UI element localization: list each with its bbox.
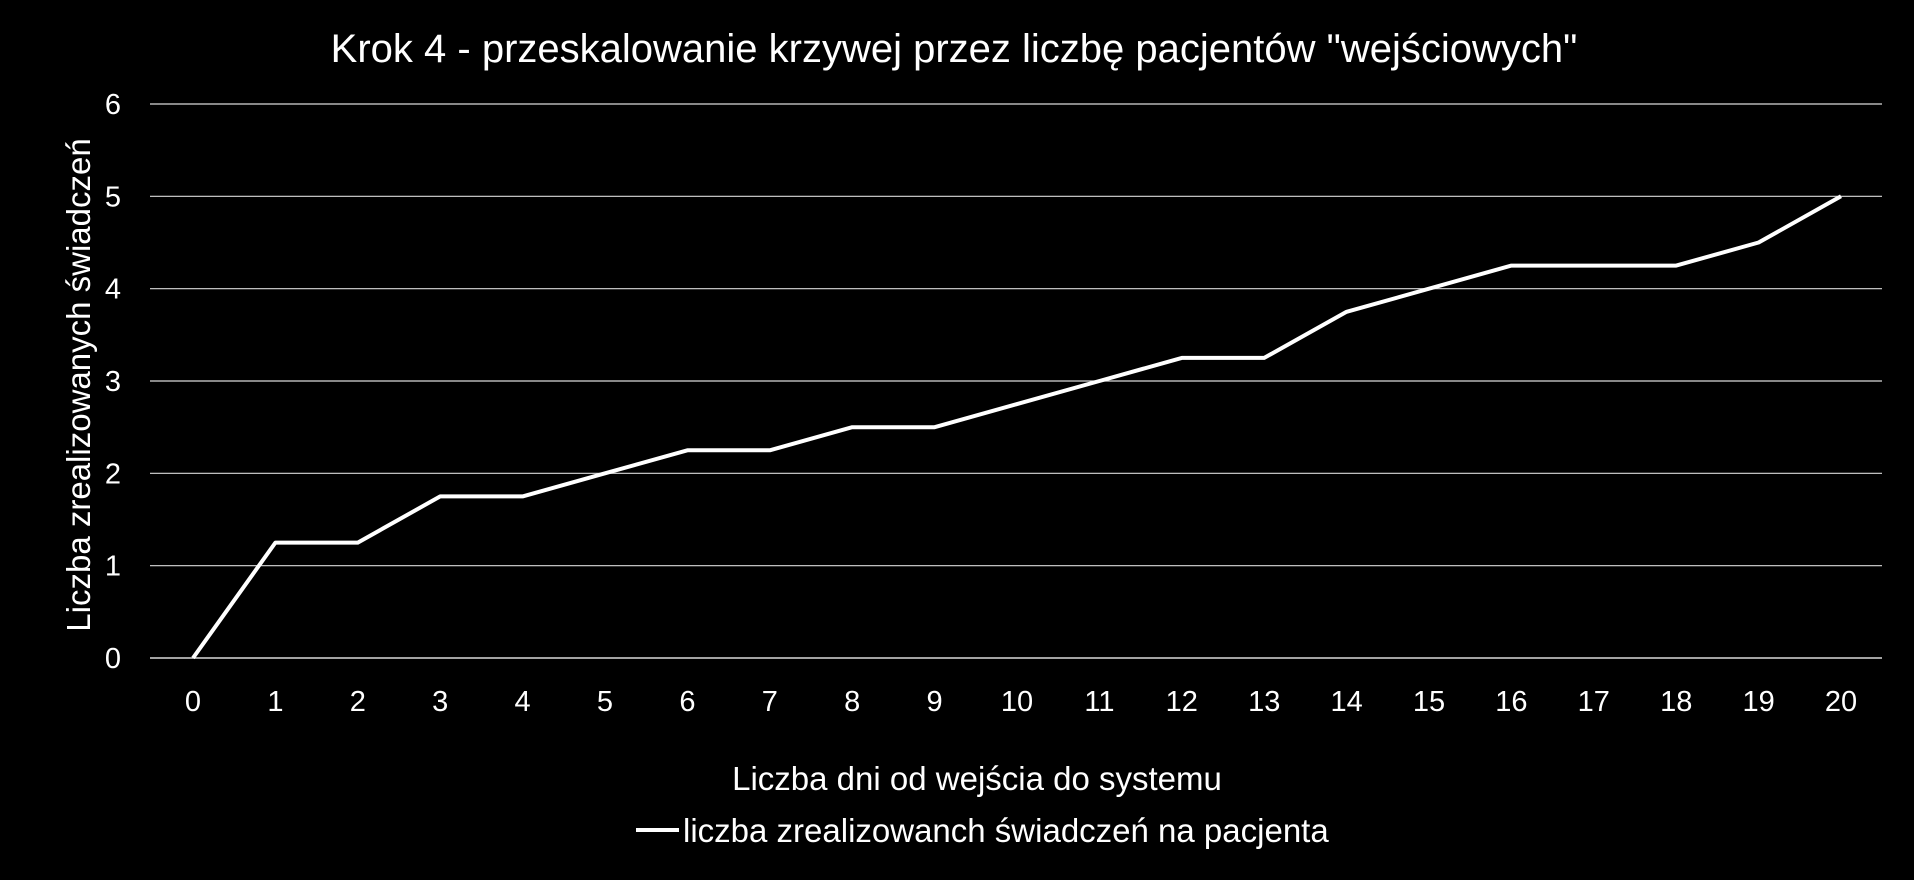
- y-axis-label: Liczba zrealizowanych świadczeń: [60, 138, 97, 631]
- x-tick-label: 2: [350, 686, 366, 718]
- x-tick-label: 12: [1166, 686, 1198, 718]
- x-tick-label: 1: [267, 686, 283, 718]
- x-tick-label: 19: [1742, 686, 1774, 718]
- y-tick-label: 1: [105, 551, 121, 583]
- y-tick-label: 6: [105, 89, 121, 121]
- x-tick-label: 6: [679, 686, 695, 718]
- y-tick-label: 4: [105, 274, 121, 306]
- x-tick-label: 16: [1495, 686, 1527, 718]
- x-tick-label: 17: [1578, 686, 1610, 718]
- legend: liczba zrealizowanch świadczeń na pacjen…: [636, 812, 1329, 849]
- legend-label: liczba zrealizowanch świadczeń na pacjen…: [683, 812, 1329, 849]
- x-tick-label: 4: [515, 686, 531, 718]
- x-axis-label: Liczba dni od wejścia do systemu: [732, 760, 1222, 797]
- x-tick-label: 15: [1413, 686, 1445, 718]
- x-tick-label: 0: [185, 686, 201, 718]
- x-tick-label: 13: [1248, 686, 1280, 718]
- y-tick-label: 3: [105, 366, 121, 398]
- chart-title: Krok 4 - przeskalowanie krzywej przez li…: [331, 27, 1578, 71]
- x-tick-label: 18: [1660, 686, 1692, 718]
- x-tick-label: 7: [762, 686, 778, 718]
- x-tick-label: 8: [844, 686, 860, 718]
- x-tick-label: 10: [1001, 686, 1033, 718]
- series-line: [191, 194, 1842, 660]
- gridlines: [150, 103, 1882, 659]
- series-group: [191, 194, 1842, 660]
- x-axis-ticks: 0 1 2 3 4 5 6 7 8 9 10 11 12 13 14 15 16 17 18 19 20: [185, 686, 1857, 718]
- x-tick-label: 5: [597, 686, 613, 718]
- x-tick-label: 20: [1825, 686, 1857, 718]
- y-tick-label: 0: [105, 643, 121, 675]
- x-tick-label: 14: [1330, 686, 1362, 718]
- y-axis-ticks: 0 1 2 3 4 5 6: [105, 89, 121, 675]
- x-tick-label: 3: [432, 686, 448, 718]
- y-tick-label: 5: [105, 181, 121, 213]
- y-tick-label: 2: [105, 458, 121, 490]
- x-tick-label: 11: [1084, 686, 1114, 718]
- x-tick-label: 9: [927, 686, 943, 718]
